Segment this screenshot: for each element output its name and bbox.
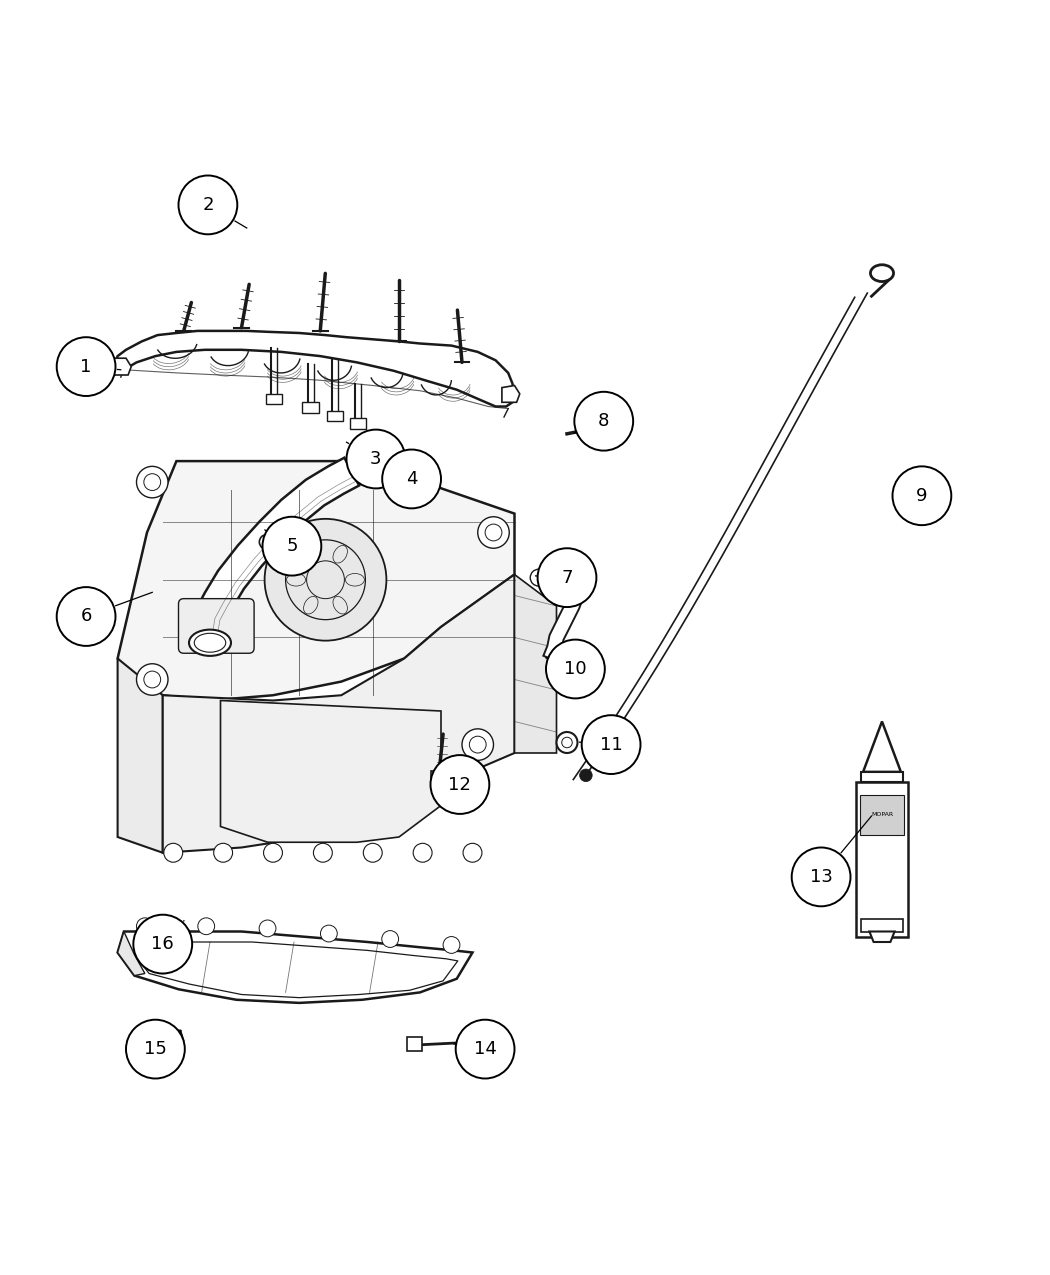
Circle shape bbox=[264, 843, 282, 862]
Text: 10: 10 bbox=[564, 660, 587, 678]
Text: 7: 7 bbox=[562, 569, 572, 586]
Circle shape bbox=[546, 640, 605, 699]
Polygon shape bbox=[863, 722, 901, 771]
Text: 4: 4 bbox=[406, 470, 417, 488]
Circle shape bbox=[150, 949, 175, 974]
Text: 3: 3 bbox=[371, 450, 381, 468]
Text: MOPAR: MOPAR bbox=[870, 812, 894, 817]
Polygon shape bbox=[514, 575, 556, 754]
Polygon shape bbox=[407, 1037, 422, 1051]
Polygon shape bbox=[861, 771, 903, 783]
Circle shape bbox=[133, 914, 192, 974]
Polygon shape bbox=[118, 462, 514, 700]
Circle shape bbox=[57, 586, 116, 646]
Polygon shape bbox=[118, 932, 145, 975]
Polygon shape bbox=[118, 658, 163, 853]
Circle shape bbox=[382, 931, 399, 947]
Polygon shape bbox=[163, 575, 514, 853]
Text: 14: 14 bbox=[474, 1040, 497, 1058]
Circle shape bbox=[556, 732, 578, 754]
Circle shape bbox=[463, 843, 482, 862]
Polygon shape bbox=[544, 590, 583, 662]
Text: 15: 15 bbox=[144, 1040, 167, 1058]
Circle shape bbox=[259, 534, 274, 550]
Polygon shape bbox=[430, 771, 452, 779]
Circle shape bbox=[197, 918, 214, 935]
Polygon shape bbox=[220, 700, 441, 843]
FancyBboxPatch shape bbox=[860, 796, 904, 835]
Text: 6: 6 bbox=[81, 607, 91, 626]
Text: 5: 5 bbox=[287, 537, 297, 555]
Circle shape bbox=[57, 337, 116, 397]
Circle shape bbox=[574, 391, 633, 450]
Ellipse shape bbox=[189, 630, 231, 655]
Circle shape bbox=[136, 467, 168, 497]
Text: 1: 1 bbox=[81, 357, 91, 376]
Polygon shape bbox=[111, 358, 131, 375]
Polygon shape bbox=[502, 385, 520, 403]
Circle shape bbox=[382, 450, 441, 509]
Circle shape bbox=[259, 921, 276, 937]
Circle shape bbox=[580, 769, 592, 782]
Polygon shape bbox=[869, 932, 895, 942]
Polygon shape bbox=[302, 403, 319, 413]
Circle shape bbox=[582, 715, 640, 774]
Circle shape bbox=[313, 843, 332, 862]
Circle shape bbox=[456, 1020, 514, 1079]
Circle shape bbox=[414, 843, 433, 862]
Circle shape bbox=[214, 843, 233, 862]
Circle shape bbox=[265, 519, 386, 640]
Polygon shape bbox=[266, 394, 282, 404]
FancyBboxPatch shape bbox=[178, 599, 254, 653]
Polygon shape bbox=[118, 932, 473, 1003]
Text: 2: 2 bbox=[203, 196, 213, 214]
Circle shape bbox=[530, 569, 547, 586]
Text: 8: 8 bbox=[598, 412, 609, 430]
Circle shape bbox=[462, 729, 493, 760]
Polygon shape bbox=[116, 332, 514, 407]
Circle shape bbox=[478, 516, 509, 548]
Ellipse shape bbox=[359, 462, 386, 482]
Circle shape bbox=[538, 548, 596, 607]
Text: 11: 11 bbox=[600, 736, 623, 754]
Circle shape bbox=[126, 1020, 185, 1079]
Polygon shape bbox=[158, 1030, 184, 1049]
Circle shape bbox=[262, 516, 321, 575]
Text: 13: 13 bbox=[810, 868, 833, 886]
Circle shape bbox=[363, 843, 382, 862]
Polygon shape bbox=[856, 783, 908, 937]
Circle shape bbox=[178, 176, 237, 235]
Text: 12: 12 bbox=[448, 775, 471, 793]
Polygon shape bbox=[327, 411, 343, 421]
Circle shape bbox=[136, 664, 168, 695]
Circle shape bbox=[346, 430, 405, 488]
Text: 16: 16 bbox=[151, 935, 174, 954]
Circle shape bbox=[892, 467, 951, 525]
Circle shape bbox=[792, 848, 851, 907]
Polygon shape bbox=[350, 418, 366, 428]
Circle shape bbox=[164, 843, 183, 862]
Polygon shape bbox=[192, 458, 359, 643]
Text: 9: 9 bbox=[917, 487, 927, 505]
Circle shape bbox=[443, 937, 460, 954]
Circle shape bbox=[430, 755, 489, 813]
Circle shape bbox=[136, 918, 153, 935]
Polygon shape bbox=[861, 919, 903, 932]
Circle shape bbox=[320, 926, 337, 942]
